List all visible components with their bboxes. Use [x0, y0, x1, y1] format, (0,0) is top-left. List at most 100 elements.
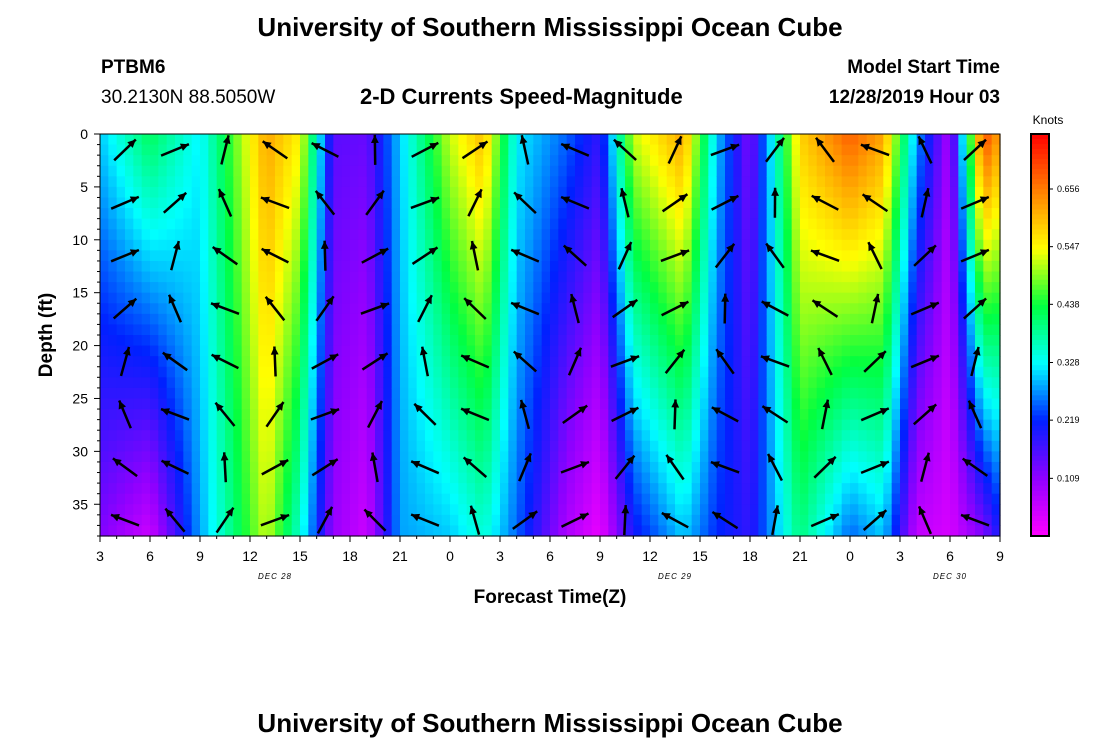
heatmap-cell: [825, 514, 834, 527]
heatmap-cell: [925, 176, 934, 188]
heatmap-cell: [291, 239, 301, 251]
heatmap-cell: [700, 250, 709, 262]
heatmap-cell: [500, 451, 509, 463]
x-tick-label: 0: [446, 548, 454, 564]
heatmap-cell: [175, 409, 184, 421]
heatmap-cell: [708, 419, 718, 431]
heatmap-cell: [200, 313, 209, 326]
heatmap-cell: [950, 271, 959, 283]
heatmap-cell: [875, 250, 884, 262]
heatmap-cell: [925, 366, 934, 378]
heatmap-cell: [208, 409, 218, 421]
heatmap-cell: [808, 324, 818, 336]
colorbar-swatch: [1031, 445, 1049, 452]
heatmap-cell: [950, 366, 959, 378]
heatmap-cell: [933, 493, 943, 505]
colorbar-swatch: [1031, 244, 1049, 251]
heatmap-cell: [908, 208, 918, 220]
heatmap-cell: [575, 377, 584, 389]
heatmap-cell: [266, 461, 276, 474]
heatmap-cell: [566, 324, 576, 336]
heatmap-cell: [850, 303, 859, 315]
heatmap-cell: [541, 218, 551, 230]
heatmap-cell: [641, 345, 651, 357]
heatmap-cell: [483, 208, 493, 220]
heatmap-cell: [866, 208, 876, 220]
heatmap-cell: [225, 303, 234, 315]
heatmap-cell: [183, 409, 193, 421]
heatmap-cell: [741, 292, 751, 304]
heatmap-cell: [158, 218, 168, 230]
heatmap-cell: [100, 335, 109, 347]
heatmap-cell: [408, 271, 418, 283]
heatmap-cell: [300, 493, 309, 505]
heatmap-cell: [300, 239, 309, 251]
heatmap-cell: [708, 472, 718, 484]
heatmap-cell: [308, 208, 318, 220]
heatmap-cell: [183, 239, 193, 251]
heatmap-cell: [333, 155, 343, 167]
heatmap-cell: [883, 440, 893, 452]
heatmap-cell: [566, 483, 576, 495]
heatmap-cell: [433, 165, 443, 177]
colorbar-swatch: [1031, 174, 1049, 180]
heatmap-cell: [850, 229, 859, 241]
heatmap-cell: [700, 239, 709, 251]
heatmap-cell: [691, 335, 701, 347]
heatmap-cell: [191, 409, 201, 421]
heatmap-cell: [341, 218, 351, 230]
heatmap-cell: [208, 493, 218, 505]
heatmap-cell: [366, 134, 376, 146]
heatmap-cell: [475, 208, 484, 220]
heatmap-cell: [600, 260, 609, 273]
heatmap-cell: [808, 335, 818, 347]
heatmap-cell: [966, 483, 976, 495]
colorbar-swatch: [1031, 455, 1049, 462]
heatmap-cell: [908, 451, 918, 463]
heatmap-cell: [541, 176, 551, 188]
heatmap-cell: [125, 514, 134, 527]
heatmap-cell: [475, 176, 484, 188]
heatmap-cell: [108, 430, 118, 442]
heatmap-cell: [883, 493, 893, 505]
heatmap-cell: [641, 440, 651, 452]
heatmap-cell: [825, 409, 834, 421]
heatmap-cell: [191, 239, 201, 251]
heatmap-cell: [233, 419, 243, 431]
heatmap-cell: [758, 239, 768, 251]
heatmap-cell: [391, 356, 401, 368]
heatmap-cell: [358, 186, 368, 199]
heatmap-cell: [450, 493, 459, 505]
heatmap-cell: [391, 398, 401, 410]
heatmap-cell: [308, 218, 318, 230]
heatmap-cell: [616, 525, 626, 537]
heatmap-cell: [608, 144, 618, 156]
heatmap-cell: [750, 377, 759, 389]
heatmap-cell: [900, 292, 909, 304]
heatmap-cell: [866, 356, 876, 368]
heatmap-cell: [425, 218, 434, 230]
heatmap-cell: [800, 493, 809, 505]
heatmap-cell: [725, 155, 734, 167]
heatmap-cell: [341, 451, 351, 463]
heatmap-cell: [841, 461, 851, 474]
heatmap-cell: [666, 483, 676, 495]
heatmap-cell: [350, 292, 359, 304]
heatmap-cell: [983, 440, 993, 452]
heatmap-cell: [566, 239, 576, 251]
heatmap-cell: [833, 440, 843, 452]
heatmap-cell: [541, 197, 551, 209]
heatmap-cell: [475, 218, 484, 230]
heatmap-cell: [216, 472, 226, 484]
colorbar-swatch: [1031, 139, 1049, 145]
heatmap-cell: [708, 165, 718, 177]
heatmap-cell: [383, 398, 393, 410]
heatmap-cell: [225, 377, 234, 389]
heatmap-cell: [375, 493, 384, 505]
heatmap-cell: [708, 430, 718, 442]
heatmap-cell: [433, 186, 443, 199]
heatmap-cell: [808, 186, 818, 199]
heatmap-cell: [616, 292, 626, 304]
heatmap-cell: [150, 335, 159, 347]
heatmap-cell: [216, 260, 226, 273]
